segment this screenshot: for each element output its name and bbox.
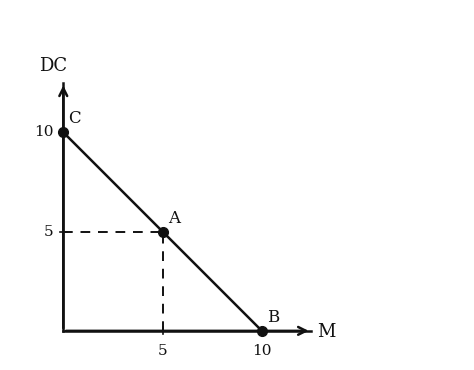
- Text: DC: DC: [39, 57, 67, 75]
- Text: 5: 5: [158, 344, 167, 358]
- Text: 10: 10: [34, 125, 54, 139]
- Text: 10: 10: [252, 344, 272, 358]
- Text: B: B: [267, 309, 280, 326]
- Text: 5: 5: [44, 225, 54, 239]
- Text: M: M: [318, 323, 336, 341]
- Text: C: C: [68, 110, 81, 127]
- Text: A: A: [168, 210, 180, 226]
